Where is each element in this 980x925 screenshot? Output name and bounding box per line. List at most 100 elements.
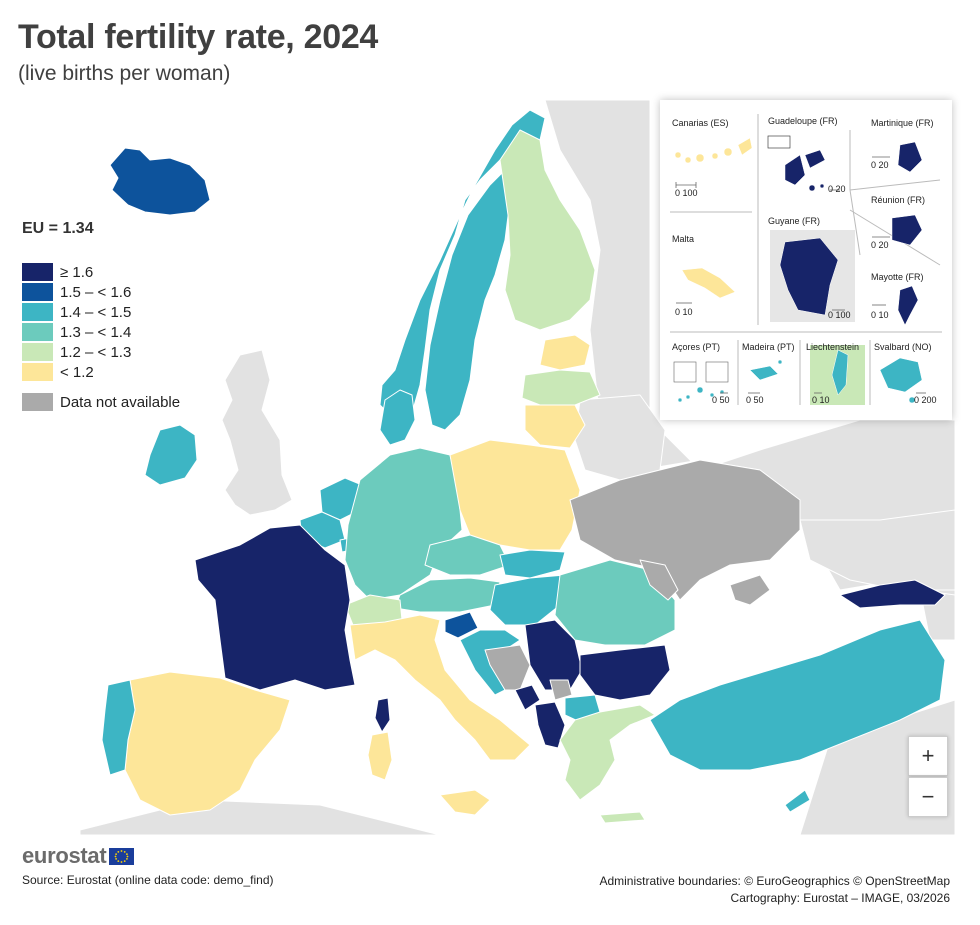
legend-item[interactable]: 1.4 – < 1.5: [22, 302, 180, 322]
credits-boundaries: Administrative boundaries: © EuroGeograp…: [599, 874, 950, 888]
region-finland[interactable]: [499, 129, 596, 331]
inset-label-liechtenstein: Liechtenstein: [806, 342, 860, 352]
map-canvas[interactable]: [0, 95, 955, 835]
credits: Administrative boundaries: © EuroGeograp…: [599, 873, 950, 907]
region-turkey[interactable]: [649, 619, 946, 771]
inset-scale-reunion: 0 20: [871, 240, 889, 250]
europe-map[interactable]: [0, 95, 955, 835]
region-hungary[interactable]: [489, 574, 566, 626]
region-moldova[interactable]: [639, 559, 679, 601]
legend-label: 1.5 – < 1.6: [60, 283, 132, 301]
region-albania[interactable]: [534, 701, 566, 749]
legend-label: 1.2 – < 1.3: [60, 343, 132, 361]
inset-scale-svalbard: 0 200: [914, 395, 937, 405]
legend-item[interactable]: ≥ 1.6: [22, 262, 180, 282]
legend-label: 1.3 – < 1.4: [60, 323, 132, 341]
legend-item[interactable]: Data not available: [22, 392, 180, 412]
map-title: Total fertility rate, 2024: [18, 18, 379, 56]
inset-label-canarias: Canarias (ES): [672, 118, 729, 128]
region-greece[interactable]: [559, 704, 656, 801]
insets-canvas: [670, 114, 942, 405]
legend-swatch: [22, 363, 53, 381]
map-legend: ≥ 1.6 1.5 – < 1.6 1.4 – < 1.5 1.3 – < 1.…: [22, 262, 180, 412]
region-sweden[interactable]: [424, 169, 511, 431]
eu-flag-icon: [109, 847, 135, 865]
region-poland[interactable]: [449, 439, 581, 551]
legend-swatch: [22, 323, 53, 341]
inset-scale-guyane: 0 100: [828, 310, 851, 320]
region-france[interactable]: [194, 524, 356, 691]
zoom-in-button[interactable]: +: [908, 736, 948, 776]
inset-label-madeira: Madeira (PT): [742, 342, 795, 352]
region-norway[interactable]: [379, 109, 546, 421]
region-sicily[interactable]: [439, 789, 491, 816]
region-corsica[interactable]: [374, 697, 391, 733]
region-montenegro[interactable]: [514, 684, 541, 711]
region-crimea[interactable]: [729, 574, 771, 606]
region-belarus: [574, 394, 666, 481]
region-ukraine[interactable]: [569, 459, 801, 601]
region-estonia[interactable]: [539, 334, 591, 371]
region-bulgaria[interactable]: [579, 644, 671, 701]
inset-scale-liechtenstein: 0 10: [812, 395, 830, 405]
region-slovenia[interactable]: [444, 611, 479, 639]
region-uk: [221, 349, 293, 516]
region-iceland[interactable]: [109, 147, 211, 216]
legend-item[interactable]: 1.3 – < 1.4: [22, 322, 180, 342]
legend-item[interactable]: 1.2 – < 1.3: [22, 342, 180, 362]
insets-panel: Canarias (ES) 0 100 Guadeloupe (FR) 0 20…: [660, 100, 952, 420]
inset-scale-acores: 0 50: [712, 395, 730, 405]
legend-spacer: [22, 382, 180, 392]
region-ireland[interactable]: [144, 424, 198, 486]
inset-label-reunion: Réunion (FR): [871, 195, 926, 205]
legend-item[interactable]: < 1.2: [22, 362, 180, 382]
legend-label: Data not available: [60, 393, 181, 411]
legend-swatch: [22, 263, 53, 281]
source-note: Source: Eurostat (online data code: demo…: [22, 873, 274, 887]
inset-scale-martinique: 0 20: [871, 160, 889, 170]
region-crete[interactable]: [599, 811, 646, 824]
region-denmark[interactable]: [379, 389, 416, 446]
region-spain[interactable]: [124, 671, 291, 816]
inset-label-acores: Açores (PT): [672, 342, 721, 352]
region-cyprus[interactable]: [784, 789, 811, 813]
inset-label-guadeloupe: Guadeloupe (FR): [768, 116, 838, 126]
region-germany[interactable]: [344, 447, 463, 601]
region-kosovo[interactable]: [549, 679, 573, 701]
legend-swatch: [22, 283, 53, 301]
legend-swatch: [22, 343, 53, 361]
region-italy[interactable]: [349, 614, 531, 761]
legend-label: ≥ 1.6: [60, 263, 94, 281]
legend-label: 1.4 – < 1.5: [60, 303, 132, 321]
inset-scale-madeira: 0 50: [746, 395, 764, 405]
inset-label-mayotte: Mayotte (FR): [871, 272, 924, 282]
region-northafrica: [79, 799, 441, 835]
eu-average-label: EU = 1.34: [22, 220, 94, 237]
eurostat-logo: eurostat: [22, 843, 135, 869]
region-caucasus[interactable]: [839, 579, 946, 609]
zoom-out-button[interactable]: −: [908, 777, 948, 817]
inset-label-guyane: Guyane (FR): [768, 216, 821, 226]
region-slovakia[interactable]: [499, 549, 566, 579]
credits-cartography: Cartography: Eurostat – IMAGE, 03/2026: [730, 891, 950, 905]
logo-text: eurostat: [22, 843, 107, 868]
inset-scale-canarias: 0 100: [675, 188, 698, 198]
inset-scale-mayotte: 0 10: [871, 310, 889, 320]
map-subtitle: (live births per woman): [18, 62, 231, 85]
region-lithuania[interactable]: [524, 404, 586, 449]
region-portugal[interactable]: [101, 679, 136, 776]
region-sardinia[interactable]: [367, 731, 393, 781]
legend-item[interactable]: 1.5 – < 1.6: [22, 282, 180, 302]
region-czechia[interactable]: [424, 534, 511, 576]
legend-label: < 1.2: [60, 363, 94, 381]
inset-scale-malta: 0 10: [675, 307, 693, 317]
inset-label-malta: Malta: [672, 234, 695, 244]
region-romania[interactable]: [554, 559, 676, 646]
legend-swatch: [22, 393, 53, 411]
legend-swatch: [22, 303, 53, 321]
inset-label-svalbard: Svalbard (NO): [874, 342, 932, 352]
region-russia-southwest: [799, 509, 955, 591]
region-serbia[interactable]: [524, 619, 583, 691]
region-latvia[interactable]: [521, 369, 601, 406]
inset-label-martinique: Martinique (FR): [871, 118, 934, 128]
